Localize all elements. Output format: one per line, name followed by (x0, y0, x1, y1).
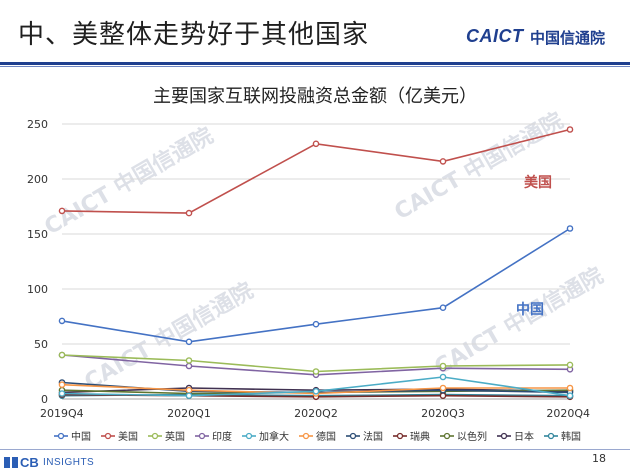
grid (62, 123, 570, 400)
legend-item: 中国 (54, 430, 91, 443)
data-point (58, 390, 66, 397)
y-tick-label: 100 (27, 283, 48, 296)
series-英国 (58, 351, 574, 375)
header-rule (0, 62, 630, 65)
data-point (439, 158, 447, 165)
watermark-1: CAICT 中国信通院 (40, 123, 218, 241)
legend-item: 法国 (346, 430, 383, 443)
data-point (58, 381, 66, 389)
data-point (566, 225, 574, 232)
caict-logo-cn: 中国信通院 (530, 29, 606, 47)
legend-item: 日本 (497, 430, 534, 443)
header-rule-thin (0, 66, 630, 67)
x-tick-label: 2020Q4 (546, 407, 590, 420)
y-tick-label: 250 (27, 118, 48, 131)
data-point (439, 304, 447, 311)
data-point (439, 362, 447, 370)
data-point (439, 392, 447, 400)
series-中国 (58, 225, 574, 346)
annotation-label: 中国 (516, 301, 544, 318)
data-point (185, 392, 193, 400)
legend-swatch-marker (245, 432, 253, 440)
series-美国 (58, 126, 574, 217)
legend-label: 中国 (71, 430, 91, 443)
legend-label: 美国 (118, 430, 138, 443)
legend: 中国 美国 英国 印度 加拿大 德国 法国 瑞典 以色列 日本 韩国 (54, 430, 581, 443)
x-axis-ticks: 2019Q4 2020Q1 2020Q2 2020Q3 2020Q4 (40, 407, 590, 420)
cb-logo-square-2 (12, 457, 18, 468)
data-point (312, 368, 320, 375)
legend-label: 印度 (212, 430, 232, 443)
legend-swatch-marker (198, 432, 206, 440)
legend-item: 瑞典 (393, 430, 430, 443)
legend-label: 法国 (363, 430, 383, 443)
cb-logo-square-1 (4, 457, 10, 468)
legend-swatch-marker (104, 432, 112, 440)
data-point (312, 320, 320, 328)
legend-label: 瑞典 (410, 430, 430, 443)
cb-logo-insights: INSIGHTS (43, 457, 95, 468)
legend-item: 韩国 (544, 430, 581, 443)
y-tick-label: 50 (34, 338, 48, 351)
x-tick-label: 2020Q1 (167, 407, 211, 420)
series-加拿大 (58, 373, 574, 400)
legend-item: 加拿大 (242, 430, 289, 443)
data-point (439, 373, 447, 381)
x-tick-label: 2020Q2 (294, 407, 338, 420)
cb-logo-cb: CB (20, 455, 39, 470)
legend-label: 德国 (316, 430, 336, 443)
line-chart: CAICT 中国信通院 CAICT 中国信通院 CAICT 中国信通院 CAIC… (27, 86, 608, 443)
legend-swatch-marker (151, 432, 159, 440)
series-layer (58, 126, 574, 401)
legend-item: 英国 (148, 430, 185, 443)
legend-swatch-marker (396, 432, 404, 440)
data-point (566, 384, 574, 392)
data-point (566, 361, 574, 369)
slide-title: 中、美整体走势好于其他国家 (18, 20, 370, 50)
legend-label: 以色列 (457, 430, 487, 443)
watermark-4: CAICT 中国信通院 (430, 263, 608, 381)
data-point (566, 126, 574, 133)
legend-label: 英国 (165, 430, 185, 443)
legend-item: 以色列 (440, 430, 487, 443)
legend-swatch-marker (443, 432, 451, 440)
x-tick-label: 2020Q3 (421, 407, 465, 420)
chart-title: 主要国家互联网投融资总金额（亿美元） (153, 86, 477, 107)
watermarks: CAICT 中国信通院 CAICT 中国信通院 CAICT 中国信通院 CAIC… (40, 108, 608, 396)
data-point (58, 317, 66, 325)
legend-swatch-marker (547, 432, 555, 440)
data-point (58, 351, 66, 359)
data-point (439, 384, 447, 392)
data-point (58, 207, 66, 215)
data-point (185, 209, 193, 217)
legend-item: 美国 (101, 430, 138, 443)
watermark-2: CAICT 中国信通院 (390, 108, 568, 226)
legend-label: 日本 (514, 430, 534, 443)
legend-label: 加拿大 (259, 430, 289, 443)
y-tick-label: 150 (27, 228, 48, 241)
legend-swatch-marker (57, 432, 65, 440)
data-point (185, 338, 193, 346)
legend-item: 德国 (299, 430, 336, 443)
page-number: 18 (592, 452, 606, 465)
legend-swatch-marker (349, 432, 357, 440)
y-tick-label: 200 (27, 173, 48, 186)
x-tick-label: 2019Q4 (40, 407, 84, 420)
data-point (185, 386, 193, 394)
footer-rule (0, 449, 630, 450)
legend-swatch-marker (302, 432, 310, 440)
legend-item: 印度 (195, 430, 232, 443)
data-point (185, 362, 193, 370)
caict-logo-text: CAICT (466, 26, 524, 46)
y-axis-ticks: 0 50 100 150 200 250 (27, 118, 48, 406)
y-tick-label: 0 (41, 393, 48, 406)
legend-swatch-marker (500, 432, 508, 440)
data-point (312, 387, 320, 395)
annotation-label: 美国 (524, 174, 552, 191)
data-point (312, 140, 320, 148)
legend-label: 韩国 (561, 430, 581, 443)
data-point (566, 392, 574, 400)
data-point (185, 357, 193, 364)
